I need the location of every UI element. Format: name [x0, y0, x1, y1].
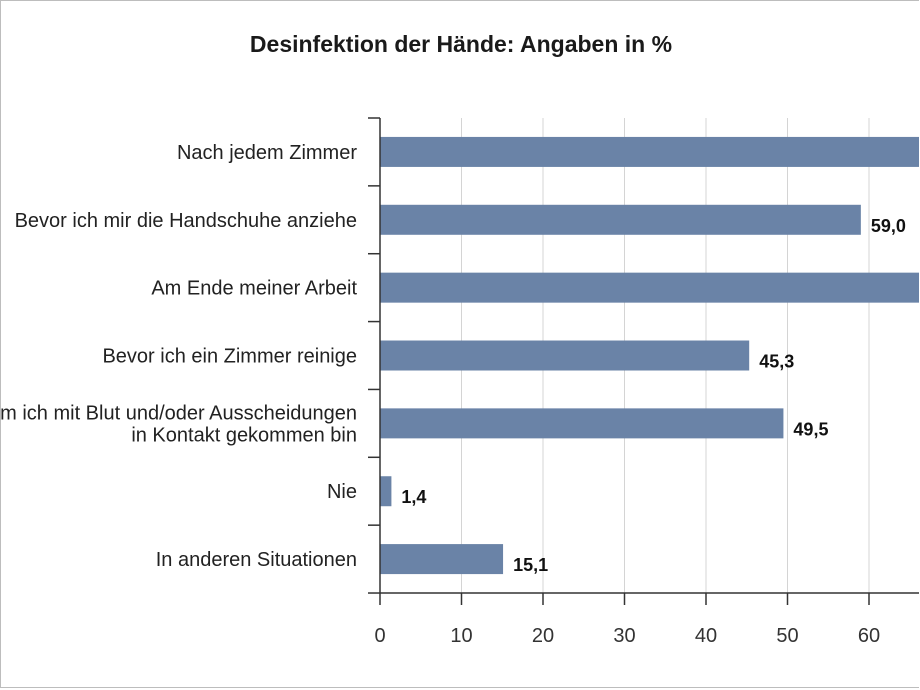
bar [380, 272, 919, 303]
category-label: In anderen Situationen [156, 549, 357, 571]
bar [380, 476, 392, 507]
value-label: 59,0 [871, 216, 906, 236]
chart-title: Desinfektion der Hände: Angaben in % [249, 31, 673, 57]
bar [380, 204, 861, 235]
category-label: Nach jedem Zimmer [177, 142, 357, 164]
category-label: Am Ende meiner Arbeit [151, 278, 357, 300]
x-tick-label: 30 [613, 625, 635, 647]
value-label: 45,3 [759, 352, 794, 372]
x-tick-label: 50 [776, 625, 798, 647]
value-label: 15,1 [513, 555, 548, 575]
x-tick-label: 40 [695, 625, 717, 647]
category-label: Nie [327, 481, 357, 503]
bar [380, 340, 750, 371]
axes [368, 117, 919, 605]
value-label: 49,5 [793, 419, 828, 439]
x-tick-label: 20 [532, 625, 554, 647]
bar [380, 408, 784, 439]
bars [380, 136, 919, 575]
x-tick-label: 60 [858, 625, 880, 647]
value-label: 1,4 [401, 487, 426, 507]
category-label: in Kontakt gekommen bin [131, 424, 357, 446]
category-label: Bevor ich ein Zimmer reinige [102, 346, 357, 368]
category-label: Bevor ich mir die Handschuhe anziehe [15, 210, 357, 232]
bar [380, 136, 919, 167]
category-label: Nachdem ich mit Blut und/oder Ausscheidu… [1, 402, 357, 424]
bar [380, 544, 504, 575]
labels: 0 10 20 30 40 50 60 Nach jedem Zimmer Bevor ich … [1, 142, 906, 647]
x-tick-label: 10 [450, 625, 472, 647]
x-tick-label: 0 [374, 625, 385, 647]
